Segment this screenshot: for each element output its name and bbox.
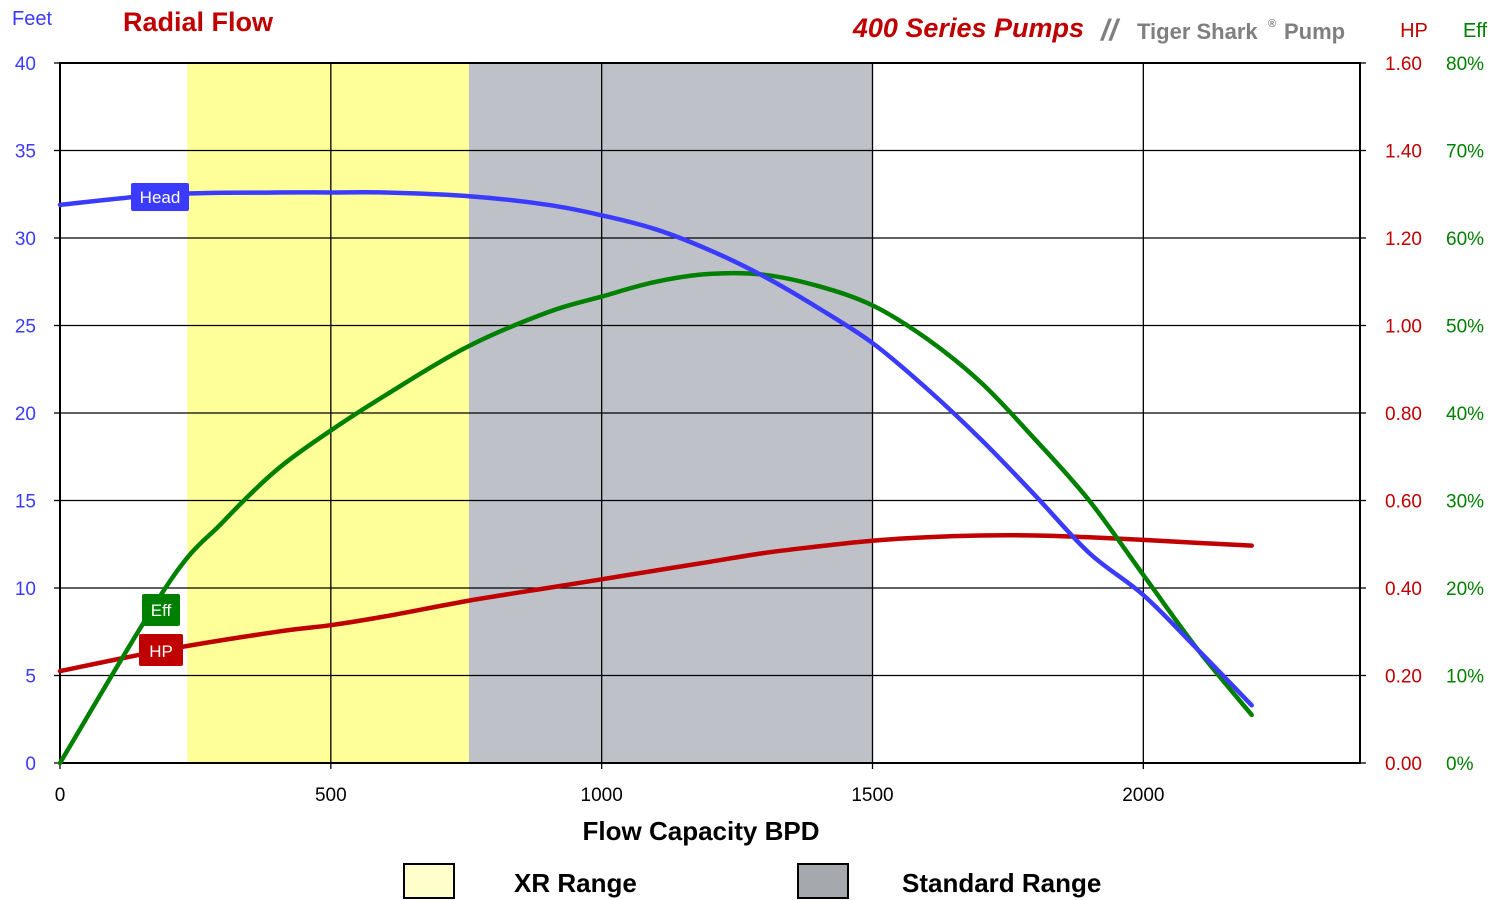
x-tick-label: 2000 (1122, 785, 1164, 806)
hp-tick-label: 0.20 (1385, 667, 1422, 688)
eff-axis-label: Eff (1463, 20, 1488, 42)
plot-frame (59, 62, 1361, 764)
hp-tick-label: 1.20 (1385, 229, 1422, 250)
head-series-tag: Head (131, 183, 189, 211)
left-tick-label: 0 (25, 754, 36, 775)
head-curve (57, 189, 1254, 708)
x-ticks: 0 500 1000 1500 2000 (55, 763, 1164, 806)
eff-series-tag: Eff (142, 594, 180, 626)
hp-label: HP (149, 642, 173, 661)
eff-tick-label: 70% (1446, 142, 1484, 163)
eff-tick-label: 40% (1446, 404, 1484, 425)
left-y-ticks: 0 5 10 15 20 25 30 35 40 (15, 54, 60, 775)
hp-tick-label: 1.40 (1385, 142, 1422, 163)
hp-tick-label: 0.40 (1385, 579, 1422, 600)
brand-mark: ® (1268, 18, 1276, 30)
eff-label: Eff (151, 601, 172, 620)
hp-axis-label: HP (1400, 20, 1428, 42)
left-tick-label: 10 (15, 579, 36, 600)
brand-name: Tiger Shark (1137, 19, 1258, 44)
eff-tick-label: 50% (1446, 317, 1484, 338)
eff-tick-label: 0% (1446, 754, 1474, 775)
left-axis-label: Feet (12, 8, 52, 30)
left-tick-label: 25 (15, 317, 36, 338)
eff-tick-label: 10% (1446, 667, 1484, 688)
eff-tick-label: 60% (1446, 229, 1484, 250)
eff-y-ticks: 0% 10% 20% 30% 40% 50% 60% 70% 80% (1446, 54, 1484, 775)
hp-tick-label: 1.00 (1385, 317, 1422, 338)
hp-tick-label: 0.00 (1385, 754, 1422, 775)
left-tick-label: 30 (15, 229, 36, 250)
hp-y-ticks: 0.00 0.20 0.40 0.60 0.80 1.00 1.20 1.40 1.60 (1360, 54, 1422, 775)
left-tick-label: 35 (15, 142, 36, 163)
head-label: Head (140, 188, 181, 207)
x-tick-label: 1000 (581, 785, 623, 806)
eff-tick-label: 80% (1446, 54, 1484, 75)
left-tick-label: 20 (15, 404, 36, 425)
curves (57, 189, 1254, 766)
eff-curve (57, 270, 1254, 766)
legend-xr-swatch (403, 863, 455, 899)
left-tick-label: 5 (25, 667, 36, 688)
hp-tick-label: 1.60 (1385, 54, 1422, 75)
left-tick-label: 15 (15, 492, 36, 513)
legend-standard-label: Standard Range (902, 868, 1101, 898)
title-separator: // (1099, 14, 1120, 47)
eff-tick-label: 30% (1446, 492, 1484, 513)
legend-standard-swatch (797, 863, 849, 899)
chart-title: Radial Flow (123, 7, 274, 37)
series-name: 400 Series Pumps (852, 13, 1084, 43)
x-tick-label: 500 (315, 785, 347, 806)
x-tick-label: 0 (55, 785, 66, 806)
left-tick-label: 40 (15, 54, 36, 75)
hp-tick-label: 0.60 (1385, 492, 1422, 513)
legend: XR Range Standard Range (403, 863, 1101, 899)
hp-series-tag: HP (139, 634, 183, 666)
legend-xr-label: XR Range (514, 868, 637, 898)
brand-suffix: Pump (1284, 19, 1345, 44)
x-axis-label: Flow Capacity BPD (583, 816, 820, 846)
hp-tick-label: 0.80 (1385, 404, 1422, 425)
grid (59, 62, 1360, 764)
x-tick-label: 1500 (851, 785, 893, 806)
eff-tick-label: 20% (1446, 579, 1484, 600)
